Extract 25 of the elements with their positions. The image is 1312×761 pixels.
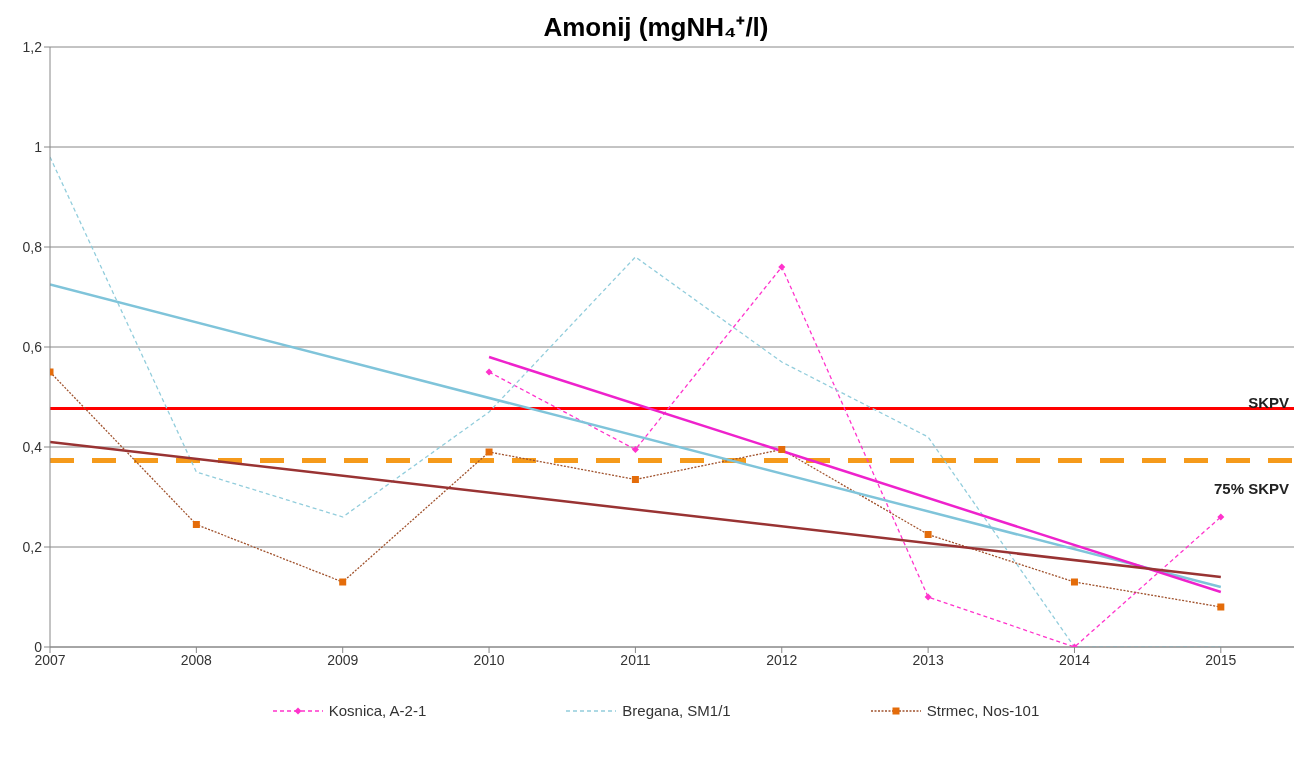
y-tick-label: 0,8: [22, 238, 43, 255]
x-tick-label: 2009: [327, 651, 359, 668]
x-tick-label: 2013: [912, 651, 944, 668]
chart-title: Amonij (mgNH₄⁺/l): [543, 12, 769, 42]
x-tick-label: 2012: [766, 651, 798, 668]
y-tick-label: 1,2: [22, 38, 43, 55]
y-tick-label: 1: [34, 138, 43, 155]
x-tick-label: 2011: [620, 651, 651, 668]
legend-label: Bregana, SM1/1: [621, 702, 731, 719]
point: [1217, 513, 1225, 521]
x-tick-label: 2008: [180, 651, 213, 668]
point: [778, 263, 786, 271]
x-tick-label: 2010: [473, 651, 505, 668]
y-tick-label: 0,2: [22, 538, 43, 555]
ref-line-label: SKPV: [1248, 394, 1289, 412]
point: [485, 368, 493, 376]
y-tick-label: 0,4: [22, 438, 43, 455]
legend-label: Kosnica, A-2-1: [327, 702, 427, 719]
legend-label: Strmec, Nos-101: [925, 702, 1040, 719]
x-tick-label: 2014: [1058, 651, 1091, 668]
point: [631, 446, 639, 453]
y-tick-label: 0,6: [22, 338, 43, 355]
x-tick-label: 2015: [1205, 651, 1237, 668]
point: [924, 593, 932, 601]
ref-line-label: 75% SKPV: [1213, 479, 1289, 497]
